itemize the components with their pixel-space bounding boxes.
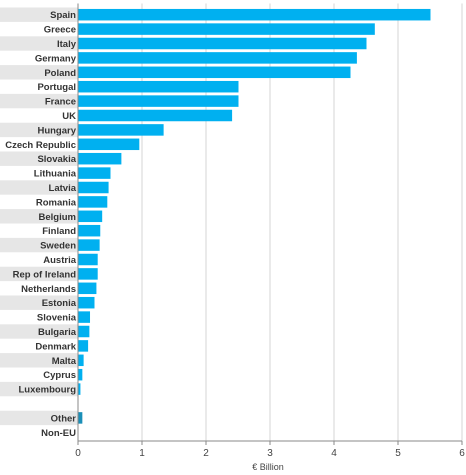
category-label: Germany xyxy=(35,53,77,64)
bar xyxy=(78,239,100,251)
bar xyxy=(78,253,98,266)
row-band xyxy=(0,381,78,397)
row-band xyxy=(0,151,78,166)
category-label: Cyprus xyxy=(43,370,76,381)
bar xyxy=(78,340,89,352)
row-band xyxy=(0,93,78,109)
category-label: Lithuania xyxy=(34,169,77,180)
category-label: Italy xyxy=(57,39,77,50)
x-tick-label: 2 xyxy=(203,448,209,459)
bar xyxy=(78,124,164,136)
bar xyxy=(78,296,95,309)
row-band xyxy=(0,180,78,195)
bar xyxy=(78,210,103,223)
category-label: Latvia xyxy=(49,183,77,194)
x-tick-label: 6 xyxy=(459,448,465,459)
bar xyxy=(78,23,375,35)
category-label: Czech Republic xyxy=(5,140,76,151)
category-label: Austria xyxy=(43,255,76,266)
category-label: Denmark xyxy=(35,341,76,352)
bar xyxy=(78,8,431,21)
bar xyxy=(78,311,91,323)
category-label: Belgium xyxy=(39,212,76,223)
category-label: Luxembourg xyxy=(18,385,76,396)
bar xyxy=(78,152,122,165)
bar xyxy=(78,109,233,122)
bar xyxy=(78,196,108,208)
x-tick-label: 0 xyxy=(75,448,81,459)
category-label: Other xyxy=(51,413,77,424)
category-label: Romania xyxy=(36,197,77,208)
bar xyxy=(78,37,367,50)
x-axis-title: € Billion xyxy=(252,462,284,472)
bar xyxy=(78,95,239,107)
category-label: Non-EU xyxy=(41,428,76,439)
category-label: Rep of Ireland xyxy=(13,269,77,280)
row-bands xyxy=(0,7,78,426)
row-band xyxy=(0,324,78,339)
category-label: Slovakia xyxy=(37,154,76,165)
bar xyxy=(78,80,239,93)
bar xyxy=(78,138,140,151)
bar xyxy=(78,52,357,64)
bar xyxy=(78,268,98,280)
x-axis: 0 1 2 3 4 5 6 xyxy=(75,3,465,459)
category-labels: Spain Greece Italy Germany Poland Portugal Fra… xyxy=(5,10,76,439)
row-band xyxy=(0,122,78,138)
bar xyxy=(78,282,97,295)
bar xyxy=(78,325,90,338)
bar xyxy=(78,412,83,424)
bar xyxy=(78,224,101,237)
row-band xyxy=(0,410,78,426)
category-label: Bulgaria xyxy=(38,327,77,338)
bar xyxy=(78,66,351,79)
row-band xyxy=(0,209,78,224)
category-label: Malta xyxy=(52,356,77,367)
bar xyxy=(78,368,83,381)
row-band xyxy=(0,295,78,310)
category-label: Greece xyxy=(44,25,76,36)
category-label: Hungary xyxy=(37,125,76,136)
bar xyxy=(78,167,111,179)
row-band xyxy=(0,353,78,368)
x-tick-label: 1 xyxy=(139,448,145,459)
row-band xyxy=(0,7,78,22)
row-band xyxy=(0,65,78,80)
x-tick-label: 5 xyxy=(395,448,401,459)
category-label: Portugal xyxy=(37,82,76,93)
row-band xyxy=(0,36,78,51)
category-label: Spain xyxy=(50,10,76,21)
category-label: Slovenia xyxy=(37,313,77,324)
category-label: Estonia xyxy=(42,298,77,309)
bar xyxy=(78,383,81,395)
bars xyxy=(78,8,431,424)
category-label: Poland xyxy=(44,68,76,79)
category-label: Sweden xyxy=(40,241,76,252)
bar xyxy=(78,181,109,194)
category-label: Finland xyxy=(42,226,76,237)
category-label: UK xyxy=(62,111,76,122)
category-label: Netherlands xyxy=(21,284,76,295)
bar xyxy=(78,354,84,367)
row-band xyxy=(0,237,78,253)
row-band xyxy=(0,266,78,282)
x-tick-label: 4 xyxy=(331,448,337,459)
category-label: France xyxy=(45,97,76,108)
x-tick-label: 3 xyxy=(267,448,273,459)
